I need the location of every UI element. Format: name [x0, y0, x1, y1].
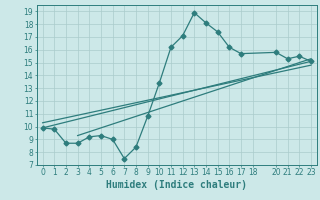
X-axis label: Humidex (Indice chaleur): Humidex (Indice chaleur): [106, 180, 247, 190]
